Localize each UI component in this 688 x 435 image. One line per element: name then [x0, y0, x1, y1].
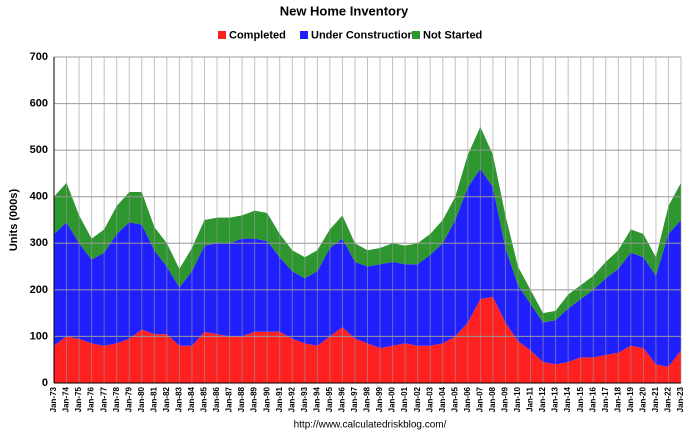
x-tick-label: Jan-77: [99, 386, 108, 412]
x-tick-label: Jan-18: [613, 386, 622, 412]
x-tick-label: Jan-00: [388, 386, 397, 412]
x-tick-label: Jan-82: [162, 386, 171, 412]
x-tick-label: Jan-22: [664, 386, 673, 412]
x-tick-label: Jan-84: [187, 386, 196, 412]
x-tick-label: Jan-80: [137, 386, 146, 412]
x-tick-label: Jan-78: [112, 386, 121, 412]
x-tick-label: Jan-13: [551, 386, 560, 412]
y-tick-label: 500: [30, 144, 48, 156]
x-tick-label: Jan-20: [638, 386, 647, 412]
x-tick-label: Jan-91: [275, 386, 284, 412]
x-tick-label: Jan-95: [325, 386, 334, 412]
y-tick-label: 100: [30, 330, 48, 342]
x-tick-label: Jan-06: [463, 386, 472, 412]
area: [54, 296, 681, 383]
x-tick-label: Jan-76: [87, 386, 96, 412]
x-tick-label: Jan-92: [287, 386, 296, 412]
x-tick-label: Jan-11: [526, 386, 535, 411]
x-tick-label: Jan-85: [200, 386, 209, 412]
legend-label: Not Started: [423, 29, 482, 41]
x-tick-label: Jan-02: [413, 386, 422, 412]
x-tick-label: Jan-19: [626, 386, 635, 412]
x-tick-label: Jan-96: [338, 386, 347, 412]
y-tick-label: 600: [30, 97, 48, 109]
x-tick-label: Jan-79: [124, 386, 133, 412]
x-tick-label: Jan-21: [651, 386, 660, 412]
x-tick-label: Jan-12: [538, 386, 547, 412]
x-tick-label: Jan-23: [676, 386, 685, 412]
x-tick-label: Jan-86: [212, 386, 221, 412]
x-tick-label: Jan-15: [576, 386, 585, 412]
y-tick-label: 700: [30, 51, 48, 63]
chart-title: New Home Inventory: [280, 3, 409, 18]
legend-label: Under Construction: [311, 29, 415, 41]
x-tick-label: Jan-73: [49, 386, 58, 412]
legend-swatch: [218, 31, 226, 39]
y-axis-label: Units (000s): [8, 188, 20, 251]
x-tick-label: Jan-04: [438, 386, 447, 412]
y-tick-label: 400: [30, 191, 48, 203]
legend-swatch: [300, 31, 308, 39]
y-tick-label: 0: [42, 377, 48, 389]
x-tick-label: Jan-87: [225, 386, 234, 412]
x-tick-label: Jan-01: [400, 386, 409, 412]
x-tick-label: Jan-08: [488, 386, 497, 412]
x-tick-label: Jan-90: [262, 386, 271, 412]
x-tick-label: Jan-74: [62, 386, 71, 412]
x-tick-label: Jan-10: [513, 386, 522, 412]
x-tick-label: Jan-14: [563, 386, 572, 412]
x-tick-label: Jan-89: [250, 386, 259, 412]
x-tick-label: Jan-97: [350, 386, 359, 412]
x-tick-label: Jan-09: [501, 386, 510, 412]
x-tick-label: Jan-05: [450, 386, 459, 412]
x-tick-label: Jan-99: [375, 386, 384, 412]
x-tick-label: Jan-75: [74, 386, 83, 412]
x-tick-label: Jan-83: [175, 386, 184, 412]
legend-label: Completed: [229, 29, 286, 41]
x-tick-label: Jan-93: [300, 386, 309, 412]
x-tick-label: Jan-88: [237, 386, 246, 412]
y-tick-label: 300: [30, 237, 48, 249]
x-tick-label: Jan-16: [588, 386, 597, 412]
x-tick-label: Jan-94: [312, 386, 321, 412]
x-tick-label: Jan-17: [601, 386, 610, 412]
source: http://www.calculatedriskblog.com/: [294, 420, 447, 431]
x-tick-label: Jan-98: [363, 386, 372, 412]
legend-swatch: [412, 31, 420, 39]
x-tick-label: Jan-03: [425, 386, 434, 412]
y-tick-label: 200: [30, 284, 48, 296]
x-tick-label: Jan-07: [475, 386, 484, 412]
x-tick-label: Jan-81: [149, 386, 158, 412]
